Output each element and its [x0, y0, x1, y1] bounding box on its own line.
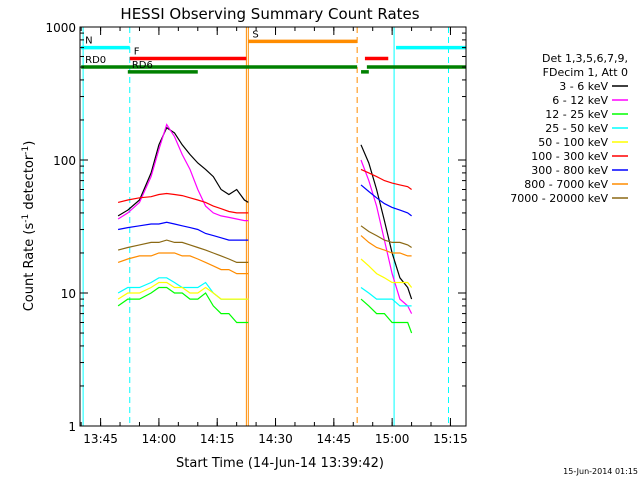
x-tick-label-1515: 15:15 — [433, 432, 468, 446]
series-line-7-part-2 — [360, 184, 412, 217]
legend: Det 1,3,5,6,7,9,FDecim 1, Att 03 - 6 keV… — [510, 52, 628, 205]
legend-label-9: 7000 - 20000 keV — [510, 192, 608, 205]
series-line-2-part-2 — [360, 159, 413, 314]
x-tick-labels: 13:45 14:00 14:15 14:30 14:45 15:00 15:15 — [83, 432, 467, 446]
series-line-1-part-2 — [360, 144, 413, 300]
y-axis-label-part: Count Rate (s — [22, 223, 37, 312]
x-tick-label-1415: 14:15 — [200, 432, 235, 446]
flag-label-s: S — [252, 29, 258, 40]
legend-label-8: 800 - 7000 keV — [524, 178, 608, 191]
x-tick-label-1445: 14:45 — [317, 432, 352, 446]
legend-label-3: 12 - 25 keV — [545, 108, 608, 121]
x-tick-label-1400: 14:00 — [142, 432, 177, 446]
legend-label-6: 100 - 300 keV — [531, 150, 608, 163]
series-line-3-part-2 — [360, 298, 413, 334]
date-stamp: 15-Jun-2014 01:15 — [563, 467, 638, 476]
series-line-1-part-1 — [117, 126, 249, 217]
chart-title: HESSI Observing Summary Count Rates — [120, 5, 419, 23]
y-axis-label-part: -1 — [21, 146, 31, 155]
series-line-7-part-1 — [117, 221, 249, 241]
legend-label-1: 3 - 6 keV — [559, 80, 608, 93]
y-axis-label-part: ) — [22, 141, 37, 146]
series-line-6-part-2 — [360, 168, 412, 190]
series-line-3-part-1 — [117, 286, 249, 324]
x-axis-label: Start Time (14-Jun-14 13:39:42) — [176, 456, 384, 471]
series-line-8-part-2 — [360, 235, 412, 257]
plot-frame — [79, 26, 467, 427]
series-line-6-part-1 — [117, 192, 249, 214]
y-tick-label-1: 1 — [68, 420, 76, 434]
y-axis-label-part: detector — [22, 154, 37, 214]
y-tick-labels: 1 10 100 1000 — [45, 21, 76, 434]
flag-label-rd6: RD6 — [132, 60, 153, 71]
y-tick-label-100: 100 — [53, 154, 76, 168]
legend-label-5: 50 - 100 keV — [538, 136, 608, 149]
series-line-4-part-2 — [360, 287, 412, 307]
legend-label-7: 300 - 800 keV — [531, 164, 608, 177]
y-tick-label-10: 10 — [61, 287, 76, 301]
flag-label-n: N — [85, 36, 92, 47]
x-tick-label-1430: 14:30 — [258, 432, 293, 446]
x-tick-label-1345: 13:45 — [83, 432, 118, 446]
x-tick-label-1500: 15:00 — [375, 432, 410, 446]
legend-label-2: 6 - 12 keV — [552, 94, 608, 107]
legend-header-line-2: FDecim 1, Att 0 — [543, 66, 628, 79]
flag-label-rd0: RD0 — [85, 55, 106, 66]
series-line-5-part-1 — [117, 281, 249, 300]
series-line-5-part-2 — [360, 258, 413, 288]
flag-label-f: F — [134, 46, 140, 57]
series-line-9-part-2 — [360, 225, 412, 248]
y-tick-label-1000: 1000 — [45, 21, 76, 35]
series-line-8-part-1 — [117, 252, 249, 275]
series-line-9-part-1 — [117, 239, 249, 263]
legend-header-line-1: Det 1,3,5,6,7,9, — [542, 52, 628, 65]
y-axis-label: Count Rate (s-1 detector-1) — [21, 141, 37, 312]
series-line-2-part-1 — [117, 123, 249, 222]
plot-area: N S F RD0 RD6 — [80, 26, 466, 427]
y-axis-label-part: -1 — [21, 214, 31, 223]
legend-label-4: 25 - 50 keV — [545, 122, 608, 135]
